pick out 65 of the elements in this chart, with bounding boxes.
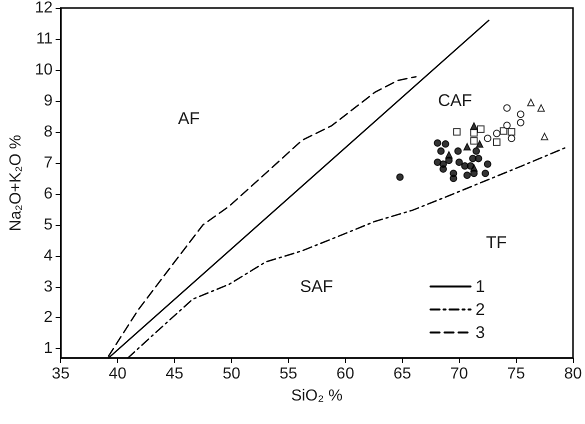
point bbox=[434, 158, 442, 166]
point bbox=[503, 122, 511, 130]
point bbox=[396, 173, 404, 181]
y-tick-label: 11 bbox=[36, 30, 53, 48]
point bbox=[516, 110, 524, 118]
x-tick-label: 40 bbox=[108, 366, 127, 382]
point bbox=[508, 134, 516, 142]
point bbox=[474, 154, 482, 162]
y-tick-label: 8 bbox=[44, 123, 53, 140]
point bbox=[537, 104, 545, 112]
y-tick-label: 5 bbox=[44, 216, 53, 234]
x-tick-label: 75 bbox=[507, 366, 526, 382]
point bbox=[492, 130, 500, 138]
y-tick-label: 6 bbox=[44, 185, 53, 202]
point bbox=[503, 104, 511, 112]
point bbox=[484, 134, 492, 142]
x-axis-title: SiO₂ % bbox=[291, 388, 343, 404]
y-axis-title: Na₂O+K₂O % bbox=[8, 134, 24, 232]
x-tick-label: 50 bbox=[222, 366, 240, 382]
point bbox=[437, 147, 445, 155]
point bbox=[476, 140, 484, 148]
y-tick-label: 2 bbox=[44, 309, 53, 326]
legend-label: 2 bbox=[476, 300, 486, 319]
point bbox=[454, 147, 462, 155]
point bbox=[434, 139, 442, 147]
point bbox=[508, 128, 516, 136]
point bbox=[516, 118, 524, 126]
point bbox=[477, 125, 485, 133]
x-tick-label: 65 bbox=[393, 366, 412, 382]
y-tick-label: 10 bbox=[34, 61, 53, 78]
point bbox=[453, 128, 461, 136]
point bbox=[482, 170, 490, 178]
annotation: CAF bbox=[438, 91, 472, 110]
y-tick-label: 9 bbox=[44, 92, 53, 110]
point bbox=[470, 137, 478, 145]
x-tick-label: 45 bbox=[166, 366, 184, 382]
point bbox=[472, 147, 480, 155]
point bbox=[492, 138, 500, 146]
point bbox=[470, 164, 478, 172]
point bbox=[439, 165, 447, 173]
annotation: SAF bbox=[300, 277, 334, 296]
legend-label: 3 bbox=[476, 323, 486, 342]
point bbox=[463, 143, 471, 151]
y-tick-label: 12 bbox=[34, 0, 53, 16]
legend-label: 1 bbox=[476, 277, 486, 296]
x-tick-label: 35 bbox=[52, 366, 70, 382]
point bbox=[540, 132, 548, 140]
x-tick-label: 70 bbox=[450, 366, 468, 382]
y-tick-label: 4 bbox=[44, 247, 53, 264]
x-tick-label: 55 bbox=[279, 366, 298, 382]
point bbox=[442, 140, 450, 148]
point bbox=[484, 160, 492, 168]
y-tick-label: 7 bbox=[44, 154, 53, 172]
y-tick-label: 1 bbox=[44, 340, 53, 358]
point bbox=[450, 174, 458, 182]
point bbox=[527, 98, 535, 106]
point bbox=[463, 172, 471, 180]
x-tick-label: 60 bbox=[336, 366, 354, 382]
point bbox=[445, 151, 453, 159]
x-tick-label: 80 bbox=[564, 366, 582, 382]
point bbox=[455, 158, 463, 166]
annotation: AF bbox=[178, 109, 200, 128]
annotation: TF bbox=[486, 233, 507, 252]
y-tick-label: 3 bbox=[44, 278, 53, 296]
point bbox=[470, 129, 478, 137]
